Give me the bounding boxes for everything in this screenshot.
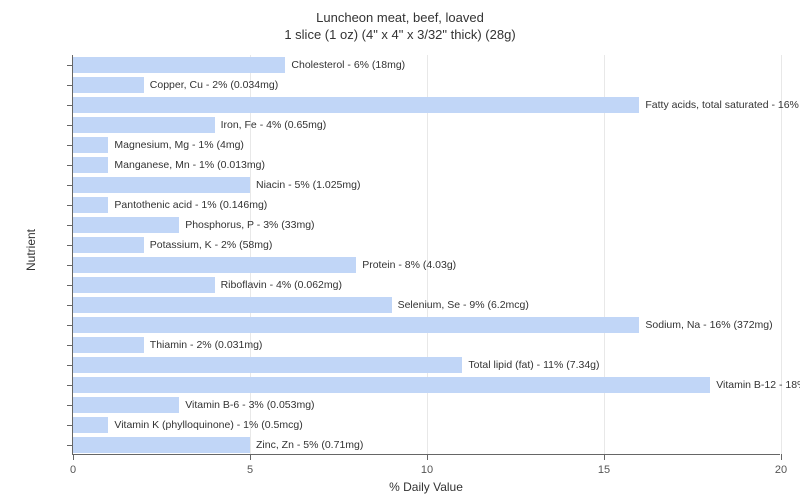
bar-label-selenium: Selenium, Se - 9% (6.2mcg)	[398, 299, 529, 311]
x-tick-label: 0	[70, 464, 76, 476]
bar-row-protein: Protein - 8% (4.03g)	[73, 257, 456, 273]
bar-row-fat_saturated: Fatty acids, total saturated - 16% (3.13…	[73, 97, 800, 113]
bar-label-phosphorus: Phosphorus, P - 3% (33mg)	[185, 219, 314, 231]
bar-label-vitamin_b6: Vitamin B-6 - 3% (0.053mg)	[185, 399, 314, 411]
bar-row-phosphorus: Phosphorus, P - 3% (33mg)	[73, 217, 315, 233]
bar-label-zinc: Zinc, Zn - 5% (0.71mg)	[256, 439, 363, 451]
bar-row-pantothenic_acid: Pantothenic acid - 1% (0.146mg)	[73, 197, 267, 213]
bar-sodium	[73, 317, 639, 333]
bar-zinc	[73, 437, 250, 453]
x-tick-label: 20	[775, 464, 787, 476]
x-tick	[781, 454, 782, 460]
bar-row-niacin: Niacin - 5% (1.025mg)	[73, 177, 360, 193]
bar-manganese	[73, 157, 108, 173]
bar-vitamin_b12	[73, 377, 710, 393]
bar-row-manganese: Manganese, Mn - 1% (0.013mg)	[73, 157, 265, 173]
bar-row-total_fat: Total lipid (fat) - 11% (7.34g)	[73, 357, 600, 373]
bar-label-sodium: Sodium, Na - 16% (372mg)	[645, 319, 772, 331]
bar-potassium	[73, 237, 144, 253]
bar-protein	[73, 257, 356, 273]
chart-title: Luncheon meat, beef, loaved 1 slice (1 o…	[0, 10, 800, 44]
bar-label-niacin: Niacin - 5% (1.025mg)	[256, 179, 360, 191]
bar-row-potassium: Potassium, K - 2% (58mg)	[73, 237, 272, 253]
bar-magnesium	[73, 137, 108, 153]
bar-row-vitamin_k: Vitamin K (phylloquinone) - 1% (0.5mcg)	[73, 417, 303, 433]
bar-label-pantothenic_acid: Pantothenic acid - 1% (0.146mg)	[114, 199, 267, 211]
x-axis-label: % Daily Value	[72, 480, 780, 494]
y-axis-label: Nutrient	[24, 229, 38, 271]
x-tick	[604, 454, 605, 460]
bar-row-selenium: Selenium, Se - 9% (6.2mcg)	[73, 297, 529, 313]
bar-label-riboflavin: Riboflavin - 4% (0.062mg)	[221, 279, 342, 291]
bar-copper	[73, 77, 144, 93]
bar-cholesterol	[73, 57, 285, 73]
x-tick-label: 5	[247, 464, 253, 476]
bar-row-iron: Iron, Fe - 4% (0.65mg)	[73, 117, 326, 133]
bar-pantothenic_acid	[73, 197, 108, 213]
bar-phosphorus	[73, 217, 179, 233]
bar-label-total_fat: Total lipid (fat) - 11% (7.34g)	[468, 359, 599, 371]
bar-label-copper: Copper, Cu - 2% (0.034mg)	[150, 79, 278, 91]
x-tick-label: 15	[598, 464, 610, 476]
chart-title-line2: 1 slice (1 oz) (4" x 4" x 3/32" thick) (…	[284, 27, 515, 42]
bar-row-vitamin_b12: Vitamin B-12 - 18% (1.09mcg)	[73, 377, 800, 393]
bar-label-vitamin_b12: Vitamin B-12 - 18% (1.09mcg)	[716, 379, 800, 391]
bar-row-sodium: Sodium, Na - 16% (372mg)	[73, 317, 773, 333]
x-tick	[427, 454, 428, 460]
grid-line	[604, 55, 605, 454]
bar-thiamin	[73, 337, 144, 353]
bar-label-magnesium: Magnesium, Mg - 1% (4mg)	[114, 139, 244, 151]
bar-label-cholesterol: Cholesterol - 6% (18mg)	[291, 59, 405, 71]
bar-row-magnesium: Magnesium, Mg - 1% (4mg)	[73, 137, 244, 153]
bar-niacin	[73, 177, 250, 193]
bar-row-cholesterol: Cholesterol - 6% (18mg)	[73, 57, 405, 73]
bar-row-riboflavin: Riboflavin - 4% (0.062mg)	[73, 277, 342, 293]
bar-label-vitamin_k: Vitamin K (phylloquinone) - 1% (0.5mcg)	[114, 419, 302, 431]
grid-line	[781, 55, 782, 454]
bar-label-iron: Iron, Fe - 4% (0.65mg)	[221, 119, 327, 131]
x-tick	[73, 454, 74, 460]
bar-fat_saturated	[73, 97, 639, 113]
bar-iron	[73, 117, 215, 133]
bar-row-thiamin: Thiamin - 2% (0.031mg)	[73, 337, 262, 353]
bar-label-potassium: Potassium, K - 2% (58mg)	[150, 239, 273, 251]
bar-row-copper: Copper, Cu - 2% (0.034mg)	[73, 77, 278, 93]
grid-line	[427, 55, 428, 454]
bar-row-vitamin_b6: Vitamin B-6 - 3% (0.053mg)	[73, 397, 315, 413]
bar-vitamin_k	[73, 417, 108, 433]
bar-label-thiamin: Thiamin - 2% (0.031mg)	[150, 339, 263, 351]
bar-label-fat_saturated: Fatty acids, total saturated - 16% (3.13…	[645, 99, 800, 111]
bar-selenium	[73, 297, 392, 313]
bar-label-protein: Protein - 8% (4.03g)	[362, 259, 456, 271]
bar-total_fat	[73, 357, 462, 373]
plot-area: 05101520Cholesterol - 6% (18mg)Copper, C…	[72, 55, 780, 455]
nutrient-chart: Luncheon meat, beef, loaved 1 slice (1 o…	[0, 0, 800, 500]
chart-title-line1: Luncheon meat, beef, loaved	[316, 10, 484, 25]
x-tick-label: 10	[421, 464, 433, 476]
bar-riboflavin	[73, 277, 215, 293]
bar-vitamin_b6	[73, 397, 179, 413]
bar-row-zinc: Zinc, Zn - 5% (0.71mg)	[73, 437, 363, 453]
x-tick	[250, 454, 251, 460]
grid-line	[250, 55, 251, 454]
bar-label-manganese: Manganese, Mn - 1% (0.013mg)	[114, 159, 265, 171]
